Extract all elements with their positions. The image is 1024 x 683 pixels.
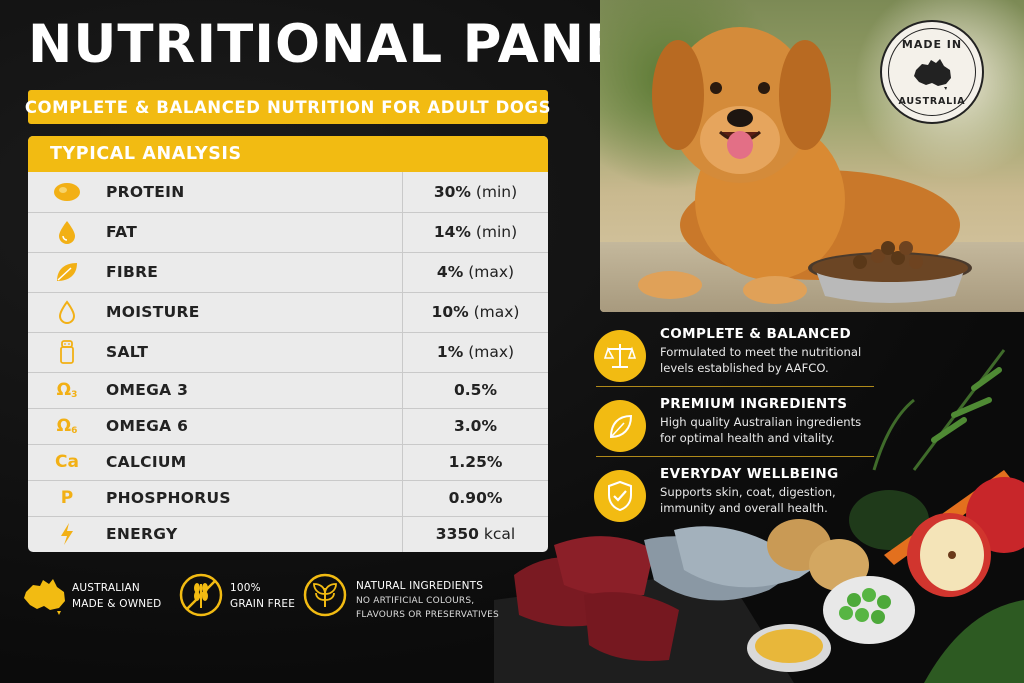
nutrient-name: ENERGY xyxy=(106,525,178,543)
nutrient-value: 14% (min) xyxy=(402,212,548,252)
calcium-icon: Ca xyxy=(55,452,79,472)
badge-text: AUSTRALIAN xyxy=(72,582,140,594)
divider xyxy=(596,386,874,387)
nutrient-name: PHOSPHORUS xyxy=(106,489,231,507)
scales-icon xyxy=(594,330,646,382)
badge-text: MADE & OWNED xyxy=(72,598,162,610)
badge-australian-made: AUSTRALIAN MADE & OWNED xyxy=(22,572,172,626)
nutrient-name: MOISTURE xyxy=(106,303,200,321)
lightning-icon xyxy=(28,522,106,546)
nutrient-value: 1.25% xyxy=(402,444,548,480)
australia-map-icon xyxy=(914,59,951,90)
ingredients-photo xyxy=(494,330,1024,683)
table-row-moisture: MOISTURE 10% (max) xyxy=(28,292,548,333)
nutrient-name: FAT xyxy=(106,223,138,241)
nutrient-value: 4% (max) xyxy=(402,252,548,292)
feature-description: Formulated to meet the nutritional level… xyxy=(660,345,862,375)
badge-text: NO ARTIFICIAL COLOURS, xyxy=(356,596,475,606)
table-row-fibre: FIBRE 4% (max) xyxy=(28,252,548,293)
water-drop-icon xyxy=(28,300,106,324)
nutrient-value: 3.0% xyxy=(402,408,548,444)
phosphorus-icon: P xyxy=(60,488,74,508)
nutrient-value: 3350 kcal xyxy=(402,516,548,552)
feature-title: EVERYDAY WELLBEING xyxy=(660,466,839,482)
nutrient-name: OMEGA 3 xyxy=(106,381,189,399)
feature-description: High quality Australian ingredients for … xyxy=(660,415,862,445)
australia-map-icon xyxy=(24,579,65,615)
nutrient-name: SALT xyxy=(106,343,149,361)
made-in-australia-stamp: MADE IN AUSTRALIA xyxy=(880,20,984,124)
feature-title: PREMIUM INGREDIENTS xyxy=(660,396,848,412)
nutrient-name: PROTEIN xyxy=(106,183,185,201)
badge-text: GRAIN FREE xyxy=(230,598,296,610)
table-row-calcium: Ca CALCIUM 1.25% xyxy=(28,444,548,481)
table-row-phosphorus: P PHOSPHORUS 0.90% xyxy=(28,480,548,517)
subtitle-text: COMPLETE & BALANCED NUTRITION FOR ADULT … xyxy=(24,97,552,117)
page-title: NUTRITIONAL PANEL xyxy=(28,14,657,75)
nutrient-value: 30% (min) xyxy=(402,172,548,212)
badge-grain-free: 100% GRAIN FREE xyxy=(178,572,298,626)
nutrient-value: 10% (max) xyxy=(402,292,548,332)
dog-illustration xyxy=(638,27,972,304)
table-row-energy: ENERGY 3350 kcal xyxy=(28,516,548,552)
badge-text: FLAVOURS OR PRESERVATIVES xyxy=(356,610,499,620)
leaf-icon xyxy=(28,260,106,284)
feature-complete-balanced: COMPLETE & BALANCED Formulated to meet t… xyxy=(594,324,876,388)
fat-drop-icon xyxy=(28,220,106,244)
nutrient-name: FIBRE xyxy=(106,263,159,281)
natural-leaf-icon xyxy=(303,573,347,617)
badge-natural-ingredients: NATURAL INGREDIENTS NO ARTIFICIAL COLOUR… xyxy=(302,572,502,626)
feature-title: COMPLETE & BALANCED xyxy=(660,326,852,342)
feature-premium-ingredients: PREMIUM INGREDIENTS High quality Austral… xyxy=(594,394,876,458)
stamp-line1: MADE IN xyxy=(901,38,963,51)
ingredients-illustration xyxy=(494,349,1024,683)
table-row-fat: FAT 14% (min) xyxy=(28,212,548,253)
nutrition-table: TYPICAL ANALYSIS PROTEIN 30% (min) FAT 1… xyxy=(28,136,548,552)
grain-free-icon xyxy=(179,573,223,617)
badge-text: NATURAL INGREDIENTS xyxy=(356,580,484,592)
subtitle-banner: COMPLETE & BALANCED NUTRITION FOR ADULT … xyxy=(24,90,552,124)
table-row-salt: SALT 1% (max) xyxy=(28,332,548,373)
table-heading-text: TYPICAL ANALYSIS xyxy=(50,144,242,164)
nutrient-name: CALCIUM xyxy=(106,453,187,471)
badge-text: 100% xyxy=(230,582,261,594)
stamp-line2: AUSTRALIA xyxy=(898,96,966,107)
shield-check-icon xyxy=(594,470,646,522)
feature-description: Supports skin, coat, digestion, immunity… xyxy=(660,485,836,515)
nutrient-name: OMEGA 6 xyxy=(106,417,189,435)
table-heading: TYPICAL ANALYSIS xyxy=(28,136,548,172)
nutrient-value: 1% (max) xyxy=(402,332,548,372)
protein-icon xyxy=(28,181,106,203)
salt-shaker-icon xyxy=(28,339,106,365)
divider xyxy=(596,456,874,457)
feature-everyday-wellbeing: EVERYDAY WELLBEING Supports skin, coat, … xyxy=(594,464,876,528)
table-row-protein: PROTEIN 30% (min) xyxy=(28,172,548,213)
nutrient-value: 0.5% xyxy=(402,372,548,408)
nutrient-value: 0.90% xyxy=(402,480,548,516)
leaf-circle-icon xyxy=(594,400,646,452)
